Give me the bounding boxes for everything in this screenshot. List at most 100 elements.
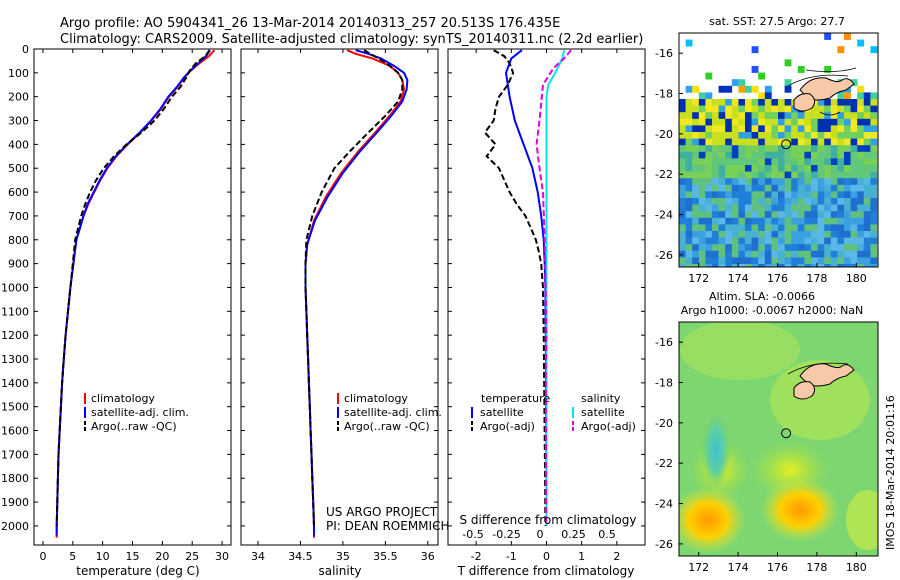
sst-cell bbox=[863, 231, 871, 238]
sst-cell bbox=[764, 217, 772, 225]
depth-tick-label: 900 bbox=[8, 258, 29, 271]
legend-label: climatology bbox=[91, 392, 155, 405]
map-lat-label: -24 bbox=[655, 209, 673, 222]
sst-cell bbox=[764, 198, 772, 205]
series-line-argo-raw-qc- bbox=[304, 49, 404, 526]
sst-cell bbox=[692, 171, 700, 179]
sst-cell bbox=[692, 257, 700, 265]
sst-cell bbox=[758, 204, 766, 212]
x-tick-label: 2 bbox=[613, 550, 620, 563]
sst-cell bbox=[712, 250, 719, 258]
sst-cell bbox=[685, 158, 693, 166]
sst-cell bbox=[791, 165, 799, 172]
sst-cell bbox=[751, 145, 759, 153]
sst-cell bbox=[771, 231, 779, 238]
sst-cell bbox=[698, 250, 706, 258]
sst-cell bbox=[771, 217, 779, 225]
sst-cell bbox=[870, 132, 878, 139]
depth-tick-label: 2000 bbox=[1, 520, 29, 533]
sst-cell bbox=[778, 191, 785, 199]
sst-cell bbox=[679, 105, 686, 113]
sst-cell bbox=[751, 132, 759, 139]
sst-cell bbox=[804, 132, 812, 139]
sst-cell bbox=[745, 105, 752, 113]
sst-cell bbox=[784, 257, 792, 265]
series-line-satellite-adj-clim- bbox=[55, 49, 211, 536]
project-annotation: US ARGO PROJECT bbox=[326, 505, 438, 519]
sst-cell bbox=[837, 237, 845, 245]
sst-cell bbox=[725, 211, 733, 219]
sst-cell bbox=[830, 198, 838, 205]
sst-cell bbox=[692, 99, 700, 106]
sst-cell bbox=[725, 217, 733, 225]
sst-cell bbox=[784, 237, 792, 245]
sst-cell bbox=[738, 198, 746, 205]
sst-cell bbox=[824, 112, 832, 120]
sst-cell bbox=[712, 118, 719, 126]
sst-cell bbox=[751, 66, 759, 73]
sst-cell bbox=[764, 264, 772, 267]
sst-cell bbox=[745, 125, 752, 133]
sst-cell bbox=[817, 191, 825, 199]
map-lat-label: -18 bbox=[655, 377, 673, 390]
legend-label: satellite bbox=[581, 406, 625, 419]
sst-cell bbox=[844, 191, 851, 199]
sst-cell bbox=[824, 191, 832, 199]
sst-cell bbox=[692, 112, 700, 120]
sst-cell bbox=[844, 92, 851, 100]
salinity-panel: 34 34.5 35 35.5 36 salinity climatologysatel… bbox=[240, 48, 449, 578]
sst-cell bbox=[758, 257, 766, 265]
sst-cell bbox=[764, 191, 772, 199]
sst-cell bbox=[824, 237, 832, 245]
map-lon-label: 172 bbox=[688, 561, 709, 574]
sst-cell bbox=[712, 211, 719, 219]
sst-cell bbox=[830, 125, 838, 133]
sst-cell bbox=[863, 264, 871, 267]
sst-cell bbox=[725, 250, 733, 258]
sst-cell bbox=[705, 72, 713, 80]
sst-cell bbox=[764, 99, 772, 106]
sst-cell bbox=[698, 118, 706, 126]
sst-cell bbox=[718, 244, 726, 252]
sst-cell bbox=[870, 99, 878, 106]
sst-cell bbox=[771, 165, 779, 172]
sst-cell bbox=[745, 250, 752, 258]
sst-cell bbox=[771, 264, 779, 267]
sst-cell bbox=[837, 257, 845, 265]
legend-label: climatology bbox=[344, 392, 408, 405]
sst-cell bbox=[758, 132, 766, 139]
sst-cell bbox=[863, 217, 871, 225]
x-tick-label: 1 bbox=[578, 550, 585, 563]
sst-cell bbox=[692, 158, 700, 166]
sst-cell bbox=[692, 184, 700, 192]
sst-cell bbox=[791, 198, 799, 205]
sst-cell bbox=[745, 158, 752, 166]
series-line-salinity-argo-adj- bbox=[535, 49, 572, 526]
sst-cell bbox=[679, 191, 686, 199]
sst-cell bbox=[870, 118, 878, 126]
sst-cell bbox=[692, 264, 700, 267]
sst-cell bbox=[685, 211, 693, 219]
sst-cell bbox=[863, 211, 871, 219]
x-tick-label: -1 bbox=[506, 550, 517, 563]
sst-cell bbox=[804, 171, 812, 179]
sst-cell bbox=[797, 264, 805, 267]
sst-cell bbox=[751, 105, 759, 113]
sst-cell bbox=[797, 165, 805, 172]
sst-cell bbox=[731, 112, 739, 120]
sst-cell bbox=[824, 132, 832, 139]
sst-cell bbox=[718, 224, 726, 232]
series-line-salinity-satellite bbox=[545, 49, 566, 526]
sst-cell bbox=[784, 198, 792, 205]
sst-cell bbox=[863, 244, 871, 252]
sst-cell bbox=[844, 231, 851, 238]
sst-cell bbox=[824, 257, 832, 265]
sst-cell bbox=[778, 231, 785, 238]
sst-cell bbox=[745, 138, 752, 146]
sst-cell bbox=[778, 184, 785, 192]
sst-cell bbox=[718, 264, 726, 267]
sst-cell bbox=[870, 237, 878, 245]
sla-map: Altim. SLA: -0.0066 Argo h1000: -0.0067 … bbox=[655, 290, 879, 574]
sst-cell bbox=[830, 244, 838, 252]
